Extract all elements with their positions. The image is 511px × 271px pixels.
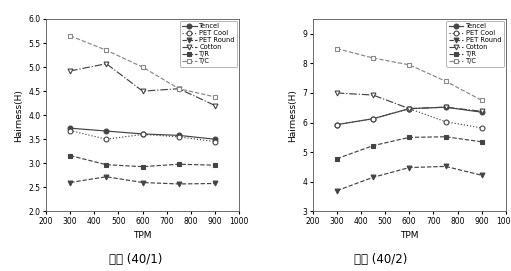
Y-axis label: Hairness(H): Hairness(H)	[14, 89, 23, 142]
X-axis label: TPM: TPM	[400, 231, 419, 240]
Legend: Tencel, PET Cool, PET Round, Cotton, T/R, T/C: Tencel, PET Cool, PET Round, Cotton, T/R…	[180, 21, 237, 67]
X-axis label: TPM: TPM	[133, 231, 152, 240]
Y-axis label: Hairness(H): Hairness(H)	[288, 89, 297, 142]
Legend: Tencel, PET Cool, PET Round, Cotton, T/R, T/C: Tencel, PET Cool, PET Round, Cotton, T/R…	[447, 21, 504, 67]
Text: 단사 (40/1): 단사 (40/1)	[109, 253, 162, 266]
Text: 합사 (40/2): 합사 (40/2)	[354, 253, 407, 266]
